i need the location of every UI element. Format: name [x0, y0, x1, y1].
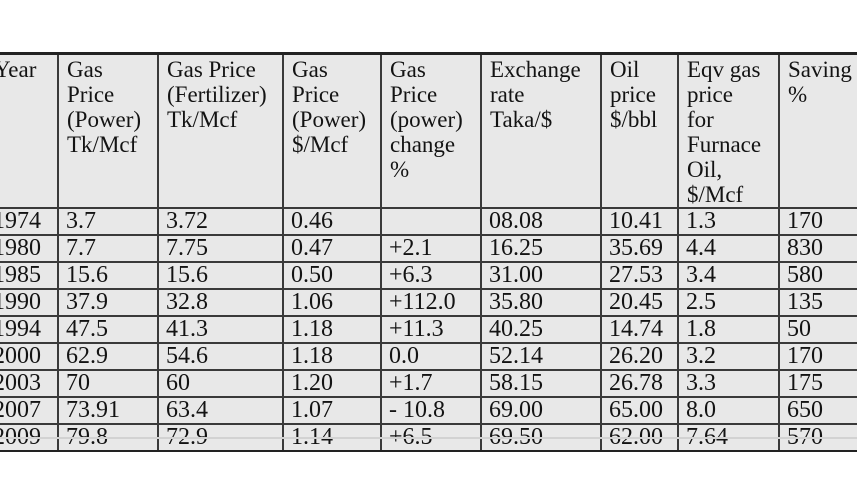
gas-price-fertilizer-cell: 63.4 — [157, 396, 284, 425]
exchange-rate-cell: 40.25 — [480, 315, 602, 344]
year-cell: 1980 — [0, 234, 59, 263]
eqv-gas-price-cell: 3.4 — [677, 261, 780, 290]
gas-price-power-usd-cell: 0.50 — [282, 261, 382, 290]
eqv-gas-price-cell: 8.0 — [677, 396, 780, 425]
gas-price-power-tk-cell: 37.9 — [57, 288, 159, 317]
gas-price-change-cell: +1.7 — [380, 369, 482, 398]
column-header: Gas Price (power) change % — [380, 52, 482, 209]
table-row: 2000 62.9 54.6 1.18 0.0 52.14 26.20 3.2 … — [0, 342, 857, 371]
eqv-gas-price-cell: 2.5 — [677, 288, 780, 317]
gas-price-fertilizer-cell: 3.72 — [157, 207, 284, 236]
gas-price-power-usd-cell: 1.20 — [282, 369, 382, 398]
year-cell: 2000 — [0, 342, 59, 371]
year-cell: 1994 — [0, 315, 59, 344]
exchange-rate-cell: 58.15 — [480, 369, 602, 398]
exchange-rate-cell: 52.14 — [480, 342, 602, 371]
gas-price-power-usd-cell: 1.06 — [282, 288, 382, 317]
saving-cell: 175 — [778, 369, 857, 398]
gas-price-power-usd-cell: 0.46 — [282, 207, 382, 236]
eqv-gas-price-cell: 3.2 — [677, 342, 780, 371]
gas-price-change-cell: +11.3 — [380, 315, 482, 344]
exchange-rate-cell: 35.80 — [480, 288, 602, 317]
gas-price-power-tk-cell: 7.7 — [57, 234, 159, 263]
column-header: Gas Price (Fertilizer) Tk/Mcf — [157, 52, 284, 209]
oil-price-cell: 14.74 — [600, 315, 679, 344]
gas-price-change-cell — [380, 207, 482, 236]
eqv-gas-price-cell: 3.3 — [677, 369, 780, 398]
saving-cell: 830 — [778, 234, 857, 263]
gas-price-power-tk-cell: 73.91 — [57, 396, 159, 425]
column-header: Gas Price (Power) $/Mcf — [282, 52, 382, 209]
oil-price-cell: 20.45 — [600, 288, 679, 317]
gas-price-fertilizer-cell: 41.3 — [157, 315, 284, 344]
gas-price-change-cell: +112.0 — [380, 288, 482, 317]
saving-cell: 170 — [778, 342, 857, 371]
year-cell: 2003 — [0, 369, 59, 398]
column-header: Eqv gas price for Furnace Oil, $/Mcf — [677, 52, 780, 209]
gas-price-power-tk-cell: 70 — [57, 369, 159, 398]
saving-cell: 580 — [778, 261, 857, 290]
table-body: 1974 3.7 3.72 0.46 08.08 10.41 1.3 170 1… — [0, 207, 857, 452]
table-row: 2003 70 60 1.20 +1.7 58.15 26.78 3.3 175 — [0, 369, 857, 398]
year-cell: 2007 — [0, 396, 59, 425]
eqv-gas-price-cell: 4.4 — [677, 234, 780, 263]
exchange-rate-cell: 16.25 — [480, 234, 602, 263]
gas-price-change-cell: +6.3 — [380, 261, 482, 290]
gas-price-change-cell: +2.1 — [380, 234, 482, 263]
year-cell: 1990 — [0, 288, 59, 317]
table-bottom-shadow — [0, 437, 857, 439]
column-header: Saving % — [778, 52, 857, 209]
table-row: 1974 3.7 3.72 0.46 08.08 10.41 1.3 170 — [0, 207, 857, 236]
saving-cell: 135 — [778, 288, 857, 317]
saving-cell: 170 — [778, 207, 857, 236]
table-row: 2007 73.91 63.4 1.07 - 10.8 69.00 65.00 … — [0, 396, 857, 425]
gas-price-fertilizer-cell: 32.8 — [157, 288, 284, 317]
table-row: 1985 15.6 15.6 0.50 +6.3 31.00 27.53 3.4… — [0, 261, 857, 290]
oil-price-cell: 27.53 — [600, 261, 679, 290]
exchange-rate-cell: 69.00 — [480, 396, 602, 425]
gas-price-fertilizer-cell: 60 — [157, 369, 284, 398]
column-header: Year — [0, 52, 59, 209]
table-row: 1994 47.5 41.3 1.18 +11.3 40.25 14.74 1.… — [0, 315, 857, 344]
gas-price-fertilizer-cell: 54.6 — [157, 342, 284, 371]
gas-price-power-usd-cell: 0.47 — [282, 234, 382, 263]
oil-price-cell: 26.20 — [600, 342, 679, 371]
saving-cell: 650 — [778, 396, 857, 425]
eqv-gas-price-cell: 1.8 — [677, 315, 780, 344]
oil-price-cell: 10.41 — [600, 207, 679, 236]
gas-price-power-usd-cell: 1.18 — [282, 315, 382, 344]
table-row: 1980 7.7 7.75 0.47 +2.1 16.25 35.69 4.4 … — [0, 234, 857, 263]
gas-price-change-cell: 0.0 — [380, 342, 482, 371]
eqv-gas-price-cell: 1.3 — [677, 207, 780, 236]
gas-price-fertilizer-cell: 7.75 — [157, 234, 284, 263]
oil-price-cell: 65.00 — [600, 396, 679, 425]
exchange-rate-cell: 31.00 — [480, 261, 602, 290]
column-header: Exchange rate Taka/$ — [480, 52, 602, 209]
column-header: Gas Price (Power) Tk/Mcf — [57, 52, 159, 209]
saving-cell: 50 — [778, 315, 857, 344]
year-cell: 1974 — [0, 207, 59, 236]
oil-price-cell: 35.69 — [600, 234, 679, 263]
gas-price-power-tk-cell: 47.5 — [57, 315, 159, 344]
gas-price-power-tk-cell: 15.6 — [57, 261, 159, 290]
exchange-rate-cell: 08.08 — [480, 207, 602, 236]
oil-price-cell: 26.78 — [600, 369, 679, 398]
gas-price-power-usd-cell: 1.18 — [282, 342, 382, 371]
gas-price-power-usd-cell: 1.07 — [282, 396, 382, 425]
gas-price-change-cell: - 10.8 — [380, 396, 482, 425]
gas-price-power-tk-cell: 3.7 — [57, 207, 159, 236]
year-cell: 1985 — [0, 261, 59, 290]
gas-price-power-tk-cell: 62.9 — [57, 342, 159, 371]
table-row: 1990 37.9 32.8 1.06 +112.0 35.80 20.45 2… — [0, 288, 857, 317]
gas-price-fertilizer-cell: 15.6 — [157, 261, 284, 290]
column-header: Oil price $/bbl — [600, 52, 679, 209]
